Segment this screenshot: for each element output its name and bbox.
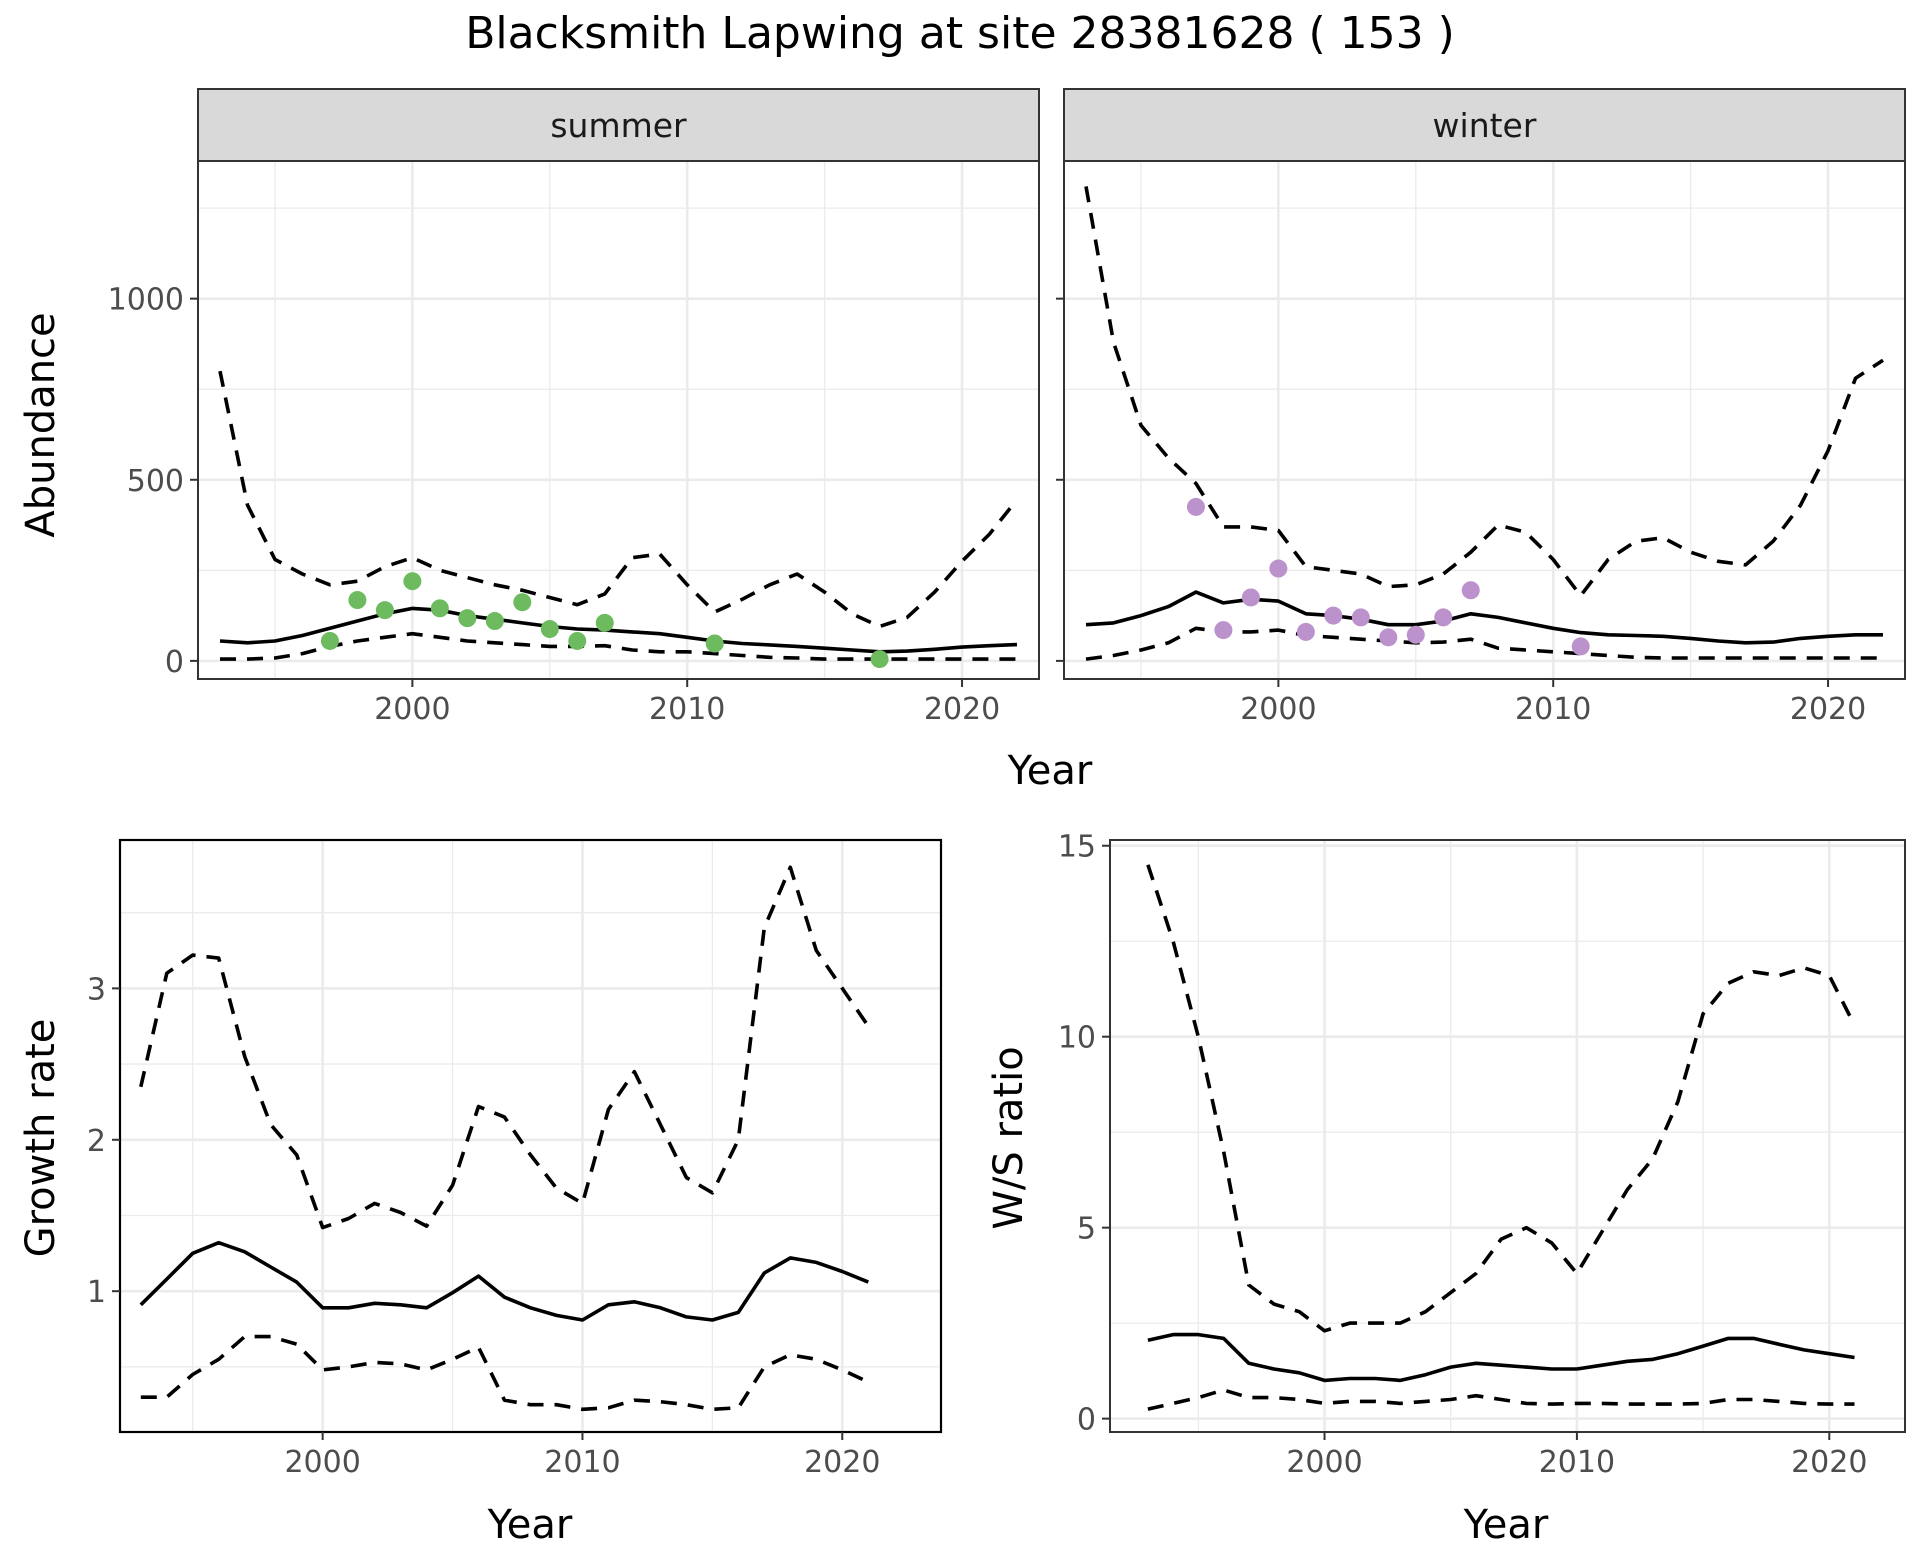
observed-point [485,612,504,631]
lower-bound-line [220,631,1017,661]
figure-title: Blacksmith Lapwing at site 28381628 ( 15… [465,8,1454,59]
summer-strip [197,88,1040,162]
upper-bound-line [218,370,1019,629]
upper-bound-line [139,865,870,1230]
growth-rate-panel: 2000 2010 2020 1 2 3 [87,838,943,1480]
x-tick-label: 2000 [1240,692,1316,727]
winter-plot-area: 2000 2010 2020 [1056,160,1906,727]
observed-point [348,591,367,610]
abundance-winter-panel: winter 2000 2010 2020 [1056,88,1906,727]
observed-point [513,593,532,612]
observed-point [1379,628,1398,647]
observed-point [375,601,394,620]
x-tick-label: 2010 [649,692,725,727]
lower-bound-line [140,1334,870,1412]
mean-line [1147,1332,1855,1383]
panel-border [1063,160,1906,680]
upper-bound-line [1084,186,1884,598]
mean-line [139,1240,869,1322]
x-tick-label: 2010 [1539,1445,1615,1480]
summer-strip-label: summer [550,106,687,145]
observed-point [1241,588,1260,607]
ws-ratio-x-axis-title: Year [1463,1502,1549,1548]
observed-point [1269,559,1288,578]
y-tick-label: 1 [87,1275,106,1310]
abundance-x-axis-title: Year [1007,748,1093,794]
panel-border [1109,839,1906,1433]
x-tick-label: 2010 [1515,692,1591,727]
y-tick-label: 0 [1077,1403,1096,1438]
observed-point [1324,606,1343,625]
observed-point [870,650,889,669]
ws-ratio-panel: 2000 2010 2020 0 5 10 15 [1058,830,1906,1480]
observed-point [1461,581,1480,600]
ws-ratio-y-axis-title: W/S ratio [986,1046,1032,1229]
winter-strip-label: winter [1433,106,1537,145]
y-tick-label: 10 [1058,1021,1096,1056]
y-tick-label: 3 [87,972,106,1007]
x-tick-label: 2010 [544,1445,620,1480]
y-tick-label: 2 [87,1124,106,1159]
observed-point [403,572,422,591]
observed-point [430,599,449,618]
observed-point [1571,637,1590,656]
growth-rate-y-axis-title: Growth rate [18,1019,64,1258]
growth-rate-x-axis-title: Year [487,1502,573,1548]
abundance-y-axis-title: Abundance [18,312,64,537]
y-tick-label: 5 [1077,1212,1096,1247]
x-tick-label: 2020 [804,1445,880,1480]
y-tick-label: 0 [165,645,184,680]
upper-bound-line [1146,864,1857,1333]
observed-point [1214,621,1233,640]
observed-point [1351,608,1370,627]
observed-point [1406,625,1425,644]
y-tick-label: 1000 [108,283,184,318]
abundance-summer-panel: summer 2000 2010 2020 0 500 1000 [108,88,1040,727]
x-tick-label: 2000 [284,1445,360,1480]
observed-point [1186,497,1205,516]
observed-point [1434,608,1453,627]
panel-border [197,160,1040,680]
x-tick-label: 2000 [1286,1445,1362,1480]
lower-bound-line [1147,1388,1855,1411]
winter-strip [1063,88,1906,162]
y-tick-label: 15 [1058,830,1096,865]
observed-point [1296,622,1315,641]
observed-point [320,631,339,650]
observed-point [458,609,477,628]
x-tick-label: 2000 [374,692,450,727]
x-tick-label: 2020 [924,692,1000,727]
observed-point [568,631,587,650]
x-tick-label: 2020 [1790,692,1866,727]
y-tick-label: 500 [127,464,184,499]
observed-point [540,620,559,639]
observed-point [705,634,724,653]
mean-line [1085,590,1883,645]
x-tick-label: 2020 [1791,1445,1867,1480]
observed-point [595,613,614,632]
summer-plot-area: 2000 2010 2020 0 500 1000 [108,160,1040,727]
panel-border [118,838,943,1434]
